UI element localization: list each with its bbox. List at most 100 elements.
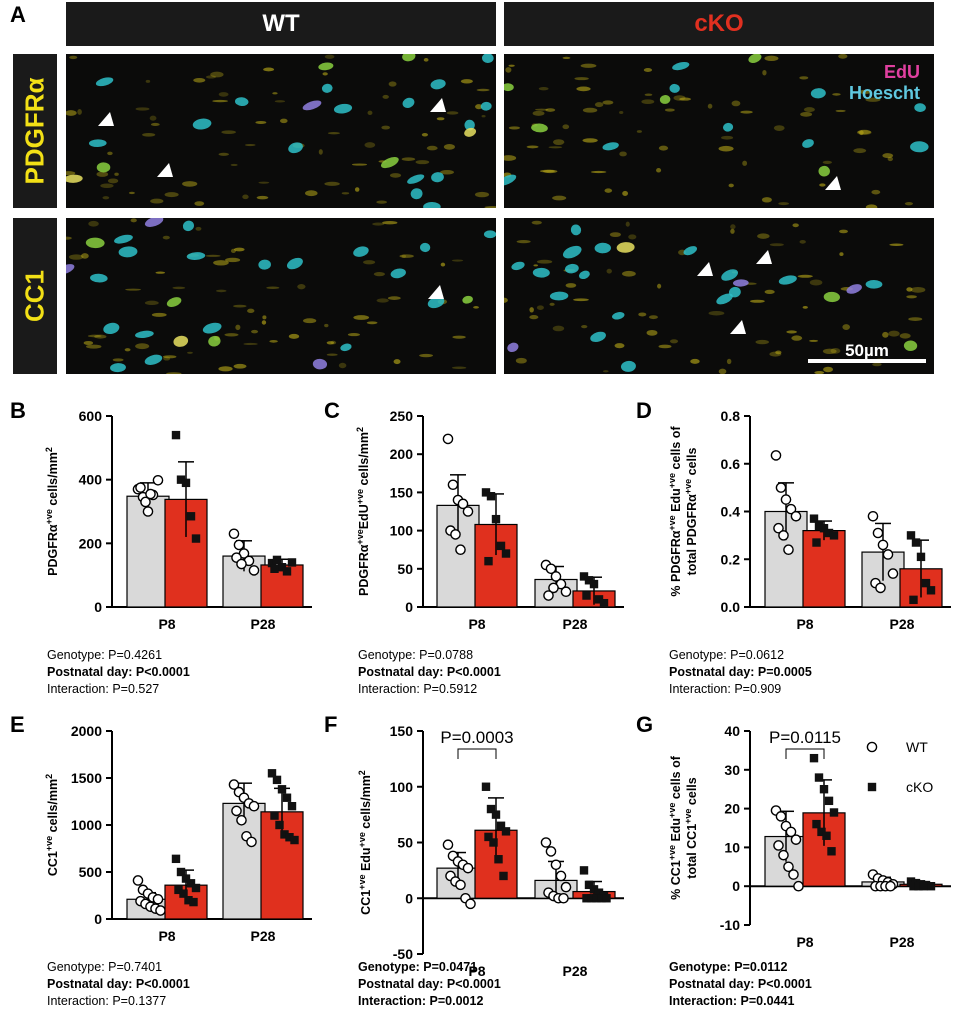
data-point	[246, 836, 257, 848]
fiber-speck	[440, 262, 446, 267]
nucleus	[85, 237, 105, 249]
data-point	[867, 510, 879, 522]
fiber-speck	[529, 315, 539, 320]
fiber-speck	[244, 143, 256, 147]
fiber-speck	[235, 324, 241, 331]
data-point	[545, 846, 557, 857]
fiber-speck	[707, 103, 713, 109]
nucleus	[532, 267, 550, 278]
legend-edu: EdU	[884, 62, 920, 82]
fiber-speck	[853, 148, 867, 154]
data-point	[496, 541, 506, 551]
y-axis-label: total CC1+ve cells	[683, 777, 699, 878]
fiber-speck	[718, 145, 734, 152]
fiber-speck	[508, 126, 521, 130]
fiber-speck	[216, 289, 227, 293]
fiber-speck	[643, 68, 653, 72]
nucleus	[182, 220, 195, 232]
nucleus	[427, 296, 445, 309]
data-point	[560, 586, 572, 598]
data-point	[272, 555, 282, 565]
fiber-speck	[580, 63, 597, 68]
y-tick-label: 1000	[71, 817, 102, 833]
fiber-speck	[363, 260, 376, 265]
data-point	[462, 506, 474, 517]
data-point	[267, 769, 277, 778]
data-point	[236, 814, 247, 826]
fiber-speck	[814, 370, 825, 374]
fiber-speck	[721, 135, 734, 140]
fiber-speck	[908, 317, 923, 321]
fiber-speck	[366, 321, 378, 325]
nucleus	[103, 322, 120, 335]
data-point	[285, 833, 294, 842]
arrowhead-icon	[825, 176, 841, 190]
fiber-speck	[538, 87, 549, 91]
stats-line: Interaction: P=0.5912	[358, 682, 478, 696]
fiber-speck	[262, 315, 267, 320]
fiber-speck	[451, 259, 464, 262]
fiber-speck	[218, 366, 233, 372]
fiber-speck	[755, 339, 770, 345]
fiber-speck	[792, 223, 799, 228]
fiber-speck	[791, 335, 803, 341]
data-point	[594, 888, 604, 897]
fiber-speck	[446, 111, 459, 115]
fiber-speck	[802, 305, 808, 309]
data-point	[829, 531, 839, 540]
fiber-speck	[505, 67, 512, 73]
fiber-speck	[582, 107, 598, 113]
fiber-speck	[182, 181, 198, 187]
fiber-speck	[421, 132, 429, 137]
nucleus	[846, 284, 862, 294]
data-point	[822, 831, 831, 840]
fiber-speck	[460, 79, 473, 84]
fiber-speck	[832, 93, 841, 96]
micrograph-wt-pdgfra	[66, 54, 496, 208]
data-point	[785, 503, 797, 515]
fiber-speck	[243, 342, 258, 346]
data-point	[875, 582, 886, 594]
fiber-speck	[205, 75, 217, 79]
nucleus	[66, 174, 83, 183]
data-point	[778, 849, 789, 861]
stats-line: Interaction: P=0.0012	[358, 994, 484, 1008]
data-point	[909, 595, 918, 605]
data-point	[457, 498, 469, 510]
fiber-speck	[799, 239, 806, 244]
fiber-speck	[96, 171, 109, 177]
fiber-speck	[351, 163, 368, 166]
fiber-speck	[288, 333, 300, 339]
fiber-speck	[842, 324, 850, 330]
arrowhead-icon	[98, 112, 114, 126]
nucleus	[504, 174, 517, 186]
fiber-speck	[582, 138, 598, 143]
fiber-speck	[128, 191, 135, 195]
micrograph-wt-cc1	[66, 218, 496, 374]
significance-bracket	[457, 748, 497, 759]
stats-line: Genotype: P=0.0471	[358, 960, 478, 974]
data-point	[270, 811, 279, 820]
fiber-speck	[865, 97, 881, 102]
fiber-speck	[258, 181, 270, 184]
x-tick-label: P8	[158, 616, 175, 632]
data-point	[481, 488, 491, 497]
data-point	[592, 894, 601, 903]
fiber-speck	[731, 100, 741, 107]
fiber-speck	[799, 76, 809, 80]
data-point	[489, 838, 498, 847]
fiber-speck	[210, 71, 224, 78]
fiber-speck	[762, 69, 767, 76]
fiber-speck	[726, 358, 732, 365]
panel-letter: D	[636, 398, 652, 423]
fiber-speck	[373, 272, 385, 277]
data-point	[267, 558, 277, 568]
data-point	[189, 897, 198, 907]
fiber-speck	[628, 234, 637, 240]
fiber-speck	[150, 122, 160, 126]
fiber-speck	[529, 307, 534, 313]
fiber-speck	[830, 347, 841, 354]
fiber-speck	[504, 155, 517, 161]
fiber-speck	[822, 348, 837, 355]
fiber-speck	[318, 149, 323, 155]
